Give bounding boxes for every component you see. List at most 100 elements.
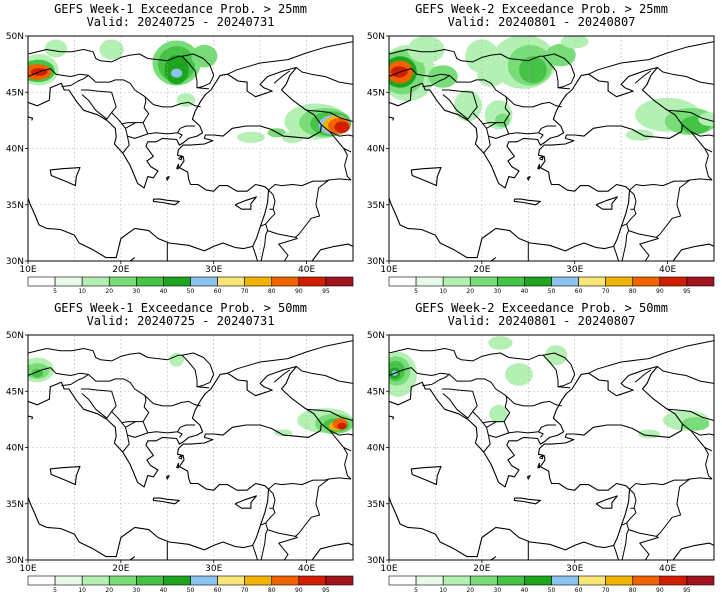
- probability-contour: [477, 64, 505, 87]
- country-border: [389, 367, 471, 382]
- country-border: [628, 230, 659, 261]
- probability-contour: [428, 65, 458, 88]
- coastline: [513, 497, 541, 505]
- country-border: [667, 109, 714, 122]
- probability-contour: [171, 68, 183, 78]
- latitude-label: 35N: [6, 201, 24, 211]
- colorbar-label: 50: [187, 587, 195, 594]
- country-border: [682, 124, 714, 137]
- coastline: [234, 495, 257, 509]
- country-border: [508, 354, 571, 389]
- colorbar-swatch: [605, 276, 634, 287]
- country-border: [488, 432, 509, 438]
- probability-contour: [407, 36, 445, 63]
- probability-contour: [560, 36, 589, 49]
- colorbar: 5 10 20 30 40 50 60 70 80 90 95: [388, 575, 715, 594]
- country-border: [268, 178, 352, 191]
- coastline: [672, 243, 714, 261]
- latitude-label: 40N: [6, 444, 24, 454]
- longitude-label: 20E: [112, 265, 129, 275]
- country-border: [613, 246, 620, 261]
- country-border: [109, 378, 147, 408]
- coastline: [389, 415, 395, 420]
- country-border: [389, 348, 510, 362]
- colorbar-swatch: [551, 276, 579, 287]
- colorbar-label: 95: [322, 288, 330, 295]
- country-border: [629, 189, 637, 210]
- colorbar-label: 30: [133, 288, 141, 295]
- country-border: [81, 94, 108, 120]
- colorbar-swatch: [659, 575, 688, 586]
- country-border: [629, 477, 713, 490]
- probability-contour: [698, 112, 714, 126]
- longitude-label: 30E: [566, 265, 583, 275]
- coastline: [28, 415, 34, 420]
- country-border: [296, 67, 353, 85]
- colorbar-swatch: [27, 276, 56, 287]
- colorbar-swatch: [81, 276, 110, 287]
- probability-contour: [169, 353, 185, 367]
- country-border: [177, 431, 183, 438]
- colorbar-label: 90: [295, 587, 303, 594]
- colorbar-label: 40: [160, 288, 168, 295]
- colorbar-swatch: [298, 276, 327, 287]
- colorbar-label: 70: [602, 288, 610, 295]
- latitude-label: 30N: [6, 257, 24, 267]
- coastline: [539, 155, 544, 161]
- colorbar-swatch: [415, 276, 444, 287]
- probability-contour: [519, 56, 547, 84]
- country-border: [182, 53, 215, 89]
- country-border: [142, 107, 196, 135]
- country-border: [634, 369, 652, 383]
- panel-valid-dates: Valid: 20240725 - 20240731: [86, 314, 275, 328]
- country-border: [657, 67, 714, 85]
- country-border: [80, 89, 112, 93]
- country-border: [81, 393, 108, 419]
- colorbar-label: 30: [494, 587, 502, 594]
- country-border: [389, 49, 510, 63]
- colorbar-label: 50: [548, 288, 556, 295]
- probability-contour: [505, 363, 533, 386]
- colorbar-label: 80: [268, 288, 276, 295]
- country-border: [505, 96, 562, 108]
- coastline: [311, 243, 353, 261]
- probability-contour: [337, 422, 347, 430]
- country-border: [260, 522, 269, 560]
- coastline: [311, 542, 353, 560]
- colorbar-label: 80: [629, 587, 637, 594]
- latitude-label: 50N: [367, 32, 385, 42]
- country-border: [467, 92, 478, 120]
- country-border: [543, 352, 576, 388]
- colorbar-label: 40: [521, 587, 529, 594]
- country-border: [621, 223, 630, 261]
- coastline: [410, 466, 442, 486]
- colorbar-swatch: [217, 575, 245, 586]
- colorbar-swatch: [578, 276, 606, 287]
- country-border: [260, 508, 276, 526]
- latitude-label: 45N: [6, 88, 24, 98]
- longitude-label: 40E: [298, 564, 315, 574]
- country-border: [488, 133, 509, 139]
- colorbar-swatch: [54, 276, 83, 287]
- coastline: [129, 257, 136, 261]
- map-panel-week1-50mm: GEFS Week-1 Exceedance Prob. > 50mm Vali…: [0, 299, 361, 598]
- coastline: [176, 462, 179, 469]
- country-border: [252, 545, 259, 560]
- colorbar-label: 10: [439, 288, 447, 295]
- country-border: [508, 55, 571, 90]
- country-border: [442, 393, 469, 419]
- map-panel-week2-25mm: GEFS Week-2 Exceedance Prob. > 25mm Vali…: [361, 0, 722, 299]
- longitude-label: 20E: [473, 564, 490, 574]
- colorbar: 5 10 20 30 40 50 60 70 80 90 95: [388, 276, 715, 295]
- country-border: [588, 41, 714, 75]
- colorbar-swatch: [325, 276, 354, 287]
- latitude-label: 40N: [6, 145, 24, 155]
- country-border: [482, 421, 505, 424]
- colorbar-label: 50: [548, 587, 556, 594]
- country-border: [260, 223, 269, 261]
- coastline: [152, 198, 180, 206]
- coastline: [165, 176, 170, 181]
- colorbar-swatch: [442, 276, 471, 287]
- country-border: [127, 432, 148, 438]
- longitude-label: 20E: [473, 265, 490, 275]
